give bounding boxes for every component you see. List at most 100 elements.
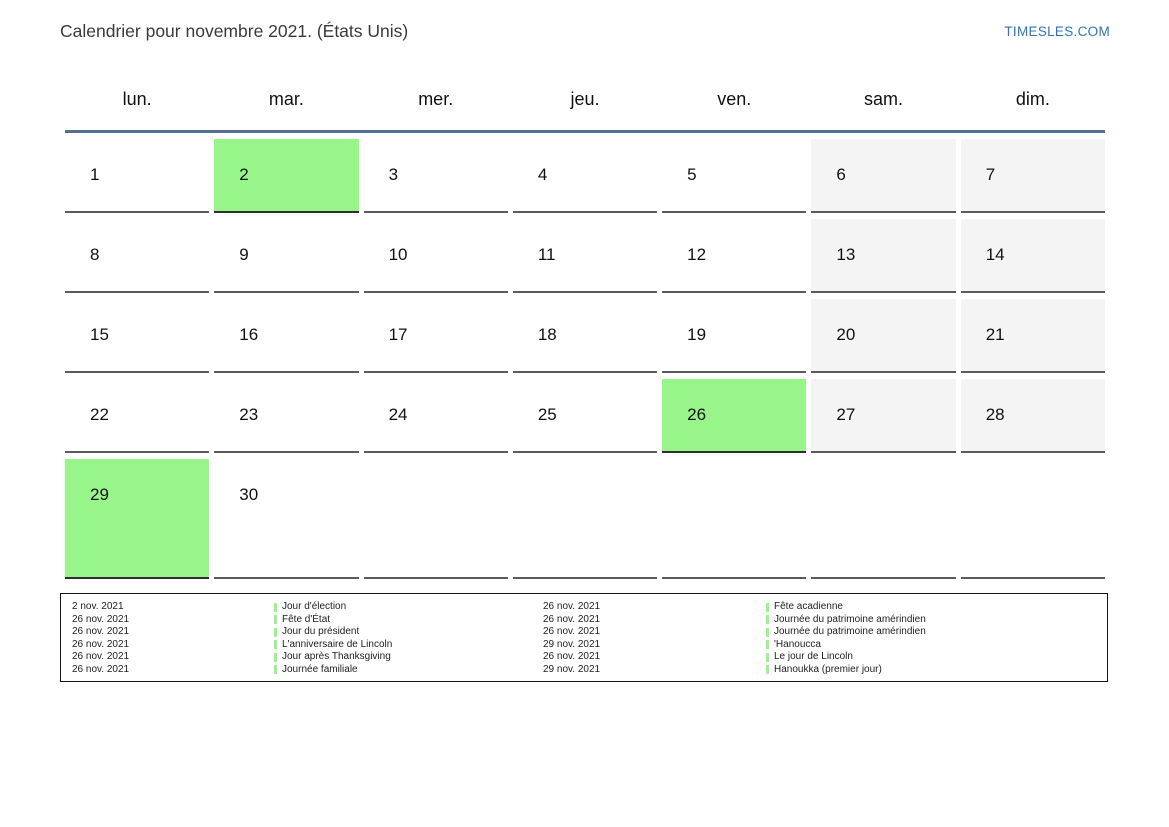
calendar-week-row: 29 30 [65, 459, 1105, 579]
day-number: 9 [239, 245, 249, 264]
legend-row: 26 nov. 2021 Jour après Thanksgiving 26 … [72, 651, 1107, 664]
legend-event: Fête d'État [274, 614, 543, 627]
day-number: 27 [836, 405, 856, 424]
legend-event: 'Hanoucca [766, 639, 1107, 652]
day-cell: 16 [214, 299, 359, 373]
day-number: 4 [537, 165, 548, 184]
legend-event: Journée familiale [274, 664, 543, 677]
day-cell [960, 459, 1105, 579]
day-cell: 15 [65, 299, 210, 373]
day-number: 5 [687, 165, 697, 184]
day-number: 10 [388, 245, 408, 264]
legend-event: Fête acadienne [766, 601, 1107, 614]
legend-date: 29 nov. 2021 [543, 638, 601, 650]
calendar-week-row: 22 23 24 25 26 27 28 [65, 379, 1105, 453]
legend-label: Fête d'État [282, 613, 331, 625]
site-link[interactable]: TIMESLES.COM [1004, 24, 1110, 39]
day-number [662, 459, 806, 485]
holiday-marker-icon [274, 652, 277, 662]
day-cell [512, 459, 658, 579]
legend-date: 29 nov. 2021 [543, 663, 601, 675]
day-number [811, 459, 955, 485]
day-cell: 29 [65, 459, 210, 579]
legend-label: Le jour de Lincoln [774, 651, 853, 662]
day-cell: 10 [363, 219, 508, 293]
legend-date: 26 nov. 2021 [72, 626, 130, 637]
day-number [513, 459, 657, 485]
day-number: 14 [985, 245, 1005, 264]
legend-date: 26 nov. 2021 [72, 613, 130, 625]
legend-label: 'Hanoucca [774, 638, 821, 650]
day-cell: 23 [214, 379, 359, 453]
day-cell [363, 459, 508, 579]
day-cell: 19 [662, 299, 807, 373]
day-cell: 25 [512, 379, 658, 453]
legend-label: Jour après Thanksgiving [282, 651, 391, 662]
legend-event: Journée du patrimoine amérindien [766, 626, 1107, 639]
holiday-legend: 2 nov. 2021 Jour d'élection 26 nov. 2021… [60, 593, 1108, 682]
dow-friday: ven. [717, 89, 752, 109]
holiday-marker-icon [766, 627, 769, 637]
day-number: 12 [687, 245, 707, 264]
day-cell: 12 [662, 219, 807, 293]
legend-event: Jour d'élection [274, 601, 543, 614]
day-number: 22 [90, 405, 109, 424]
day-number: 1 [90, 165, 100, 184]
dow-monday: lun. [122, 89, 152, 109]
legend-event: Hanoukka (premier jour) [766, 664, 1107, 677]
day-cell: 4 [512, 139, 658, 213]
day-number: 11 [537, 245, 556, 264]
legend-event: Jour du président [274, 626, 543, 639]
legend-event: Journée du patrimoine amérindien [766, 614, 1107, 627]
day-cell: 30 [214, 459, 359, 579]
legend-date: 26 nov. 2021 [72, 651, 130, 662]
day-of-week-header-row: lun. mar. mer. jeu. ven. sam. dim. [65, 86, 1105, 113]
day-cell: 6 [811, 139, 956, 213]
day-cell: 13 [811, 219, 956, 293]
day-number: 26 [687, 405, 707, 424]
legend-label: L'anniversaire de Lincoln [282, 638, 393, 650]
legend-label: Journée familiale [282, 663, 358, 675]
day-number: 7 [985, 165, 996, 184]
legend-label: Journée du patrimoine amérindien [774, 613, 926, 625]
calendar: lun. mar. mer. jeu. ven. sam. dim. 1 2 3… [60, 86, 1108, 682]
day-cell [662, 459, 807, 579]
day-number: 25 [537, 405, 557, 424]
holiday-marker-icon [274, 665, 277, 675]
holiday-marker-icon [766, 602, 769, 612]
day-cell: 27 [811, 379, 956, 453]
day-number: 16 [239, 325, 259, 344]
day-number: 13 [836, 245, 856, 264]
day-number: 18 [537, 325, 557, 344]
day-cell: 17 [363, 299, 508, 373]
day-cell: 8 [65, 219, 210, 293]
day-cell: 14 [960, 219, 1105, 293]
day-cell: 11 [512, 219, 658, 293]
legend-event: Le jour de Lincoln [766, 651, 1107, 664]
dow-sunday: dim. [1015, 89, 1050, 109]
day-number: 23 [239, 405, 259, 424]
day-cell: 28 [960, 379, 1105, 453]
day-number: 28 [985, 405, 1005, 424]
day-cell: 1 [65, 139, 210, 213]
legend-label: Fête acadienne [774, 601, 843, 612]
legend-event: Jour après Thanksgiving [274, 651, 543, 664]
dow-wednesday: mer. [418, 89, 454, 109]
legend-date: 26 nov. 2021 [543, 626, 601, 637]
day-number: 24 [388, 405, 408, 424]
day-cell: 5 [662, 139, 807, 213]
day-number: 19 [687, 325, 707, 344]
day-number [961, 459, 1105, 485]
day-cell [811, 459, 956, 579]
legend-date: 2 nov. 2021 [72, 601, 124, 612]
legend-date: 26 nov. 2021 [72, 663, 130, 675]
holiday-marker-icon [766, 665, 769, 675]
legend-label: Jour d'élection [282, 601, 347, 612]
day-cell: 21 [960, 299, 1105, 373]
day-cell: 3 [363, 139, 508, 213]
legend-date: 26 nov. 2021 [72, 638, 130, 650]
calendar-week-row: 15 16 17 18 19 20 21 [65, 299, 1105, 373]
dow-thursday: jeu. [570, 89, 600, 109]
holiday-marker-icon [766, 652, 769, 662]
day-cell: 24 [363, 379, 508, 453]
